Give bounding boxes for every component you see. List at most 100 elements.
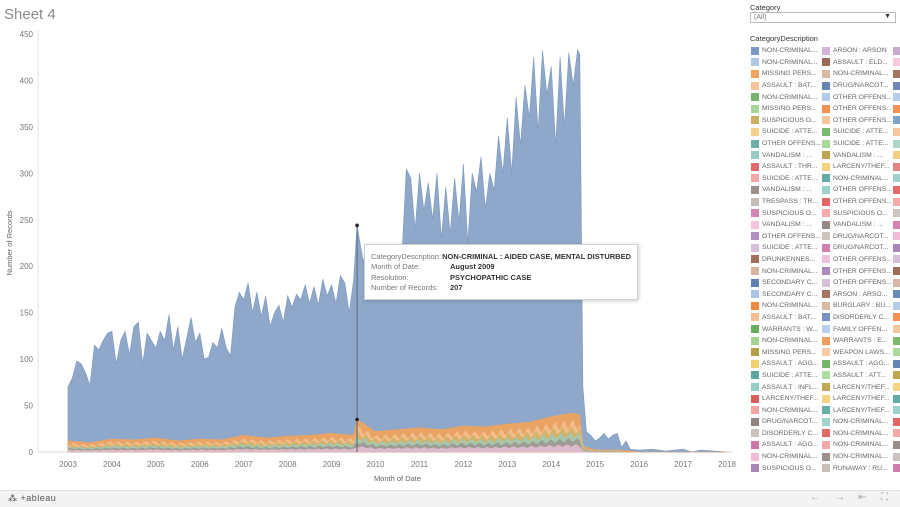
legend-item[interactable]: MISSING PERS... — [751, 104, 822, 113]
legend-item[interactable]: NON-CRIMINAL... — [751, 336, 822, 345]
legend-item[interactable]: OTHER OFFENS... — [751, 232, 822, 241]
legend-item[interactable] — [893, 81, 900, 90]
legend-item[interactable] — [893, 278, 900, 287]
legend-item[interactable]: VANDALISM : ... — [822, 220, 893, 229]
legend-item[interactable] — [893, 429, 900, 438]
legend-item[interactable]: NON-CRIMINAL... — [751, 301, 822, 310]
legend-item[interactable]: LARCENY/THEF... — [822, 394, 893, 403]
legend-item[interactable] — [893, 69, 900, 78]
legend-item[interactable]: SECONDARY C... — [751, 278, 822, 287]
chevron-down-icon[interactable]: ▼ — [884, 13, 891, 20]
legend-item[interactable]: ARSON : ARSO... — [822, 290, 893, 299]
legend-item[interactable]: ASSAULT : AGG... — [822, 359, 893, 368]
legend-item[interactable]: ASSAULT : AGG... — [751, 440, 822, 449]
legend-item[interactable]: SUSPICIOUS O... — [822, 209, 893, 218]
legend-item[interactable]: OTHER OFFENS... — [822, 185, 893, 194]
legend-item[interactable]: NON-CRIMINAL... — [822, 174, 893, 183]
legend-item[interactable]: OTHER OFFENS... — [822, 93, 893, 102]
legend-item[interactable]: DRUG/NARCOT... — [751, 417, 822, 426]
legend-item[interactable]: SUICIDE : ATTE... — [822, 139, 893, 148]
legend-item[interactable] — [893, 267, 900, 276]
legend-item[interactable]: OTHER OFFENS... — [822, 255, 893, 264]
legend-item[interactable]: TRESPASS : TR... — [751, 197, 822, 206]
legend-item[interactable]: OTHER OFFENS... — [751, 139, 822, 148]
legend-item[interactable]: VANDALISM : ... — [822, 151, 893, 160]
legend-item[interactable] — [893, 116, 900, 125]
legend-item[interactable]: WARRANTS : W... — [751, 325, 822, 334]
legend-item[interactable]: ASSAULT : BAT... — [751, 313, 822, 322]
legend-item[interactable]: SUICIDE : ATTE... — [751, 174, 822, 183]
legend-item[interactable] — [893, 255, 900, 264]
legend-item[interactable]: DRUNKENNES... — [751, 255, 822, 264]
fullscreen-button[interactable]: ⛶ — [881, 492, 888, 503]
legend-item[interactable]: RUNAWAY : RU... — [822, 464, 893, 473]
legend-item[interactable] — [893, 58, 900, 67]
legend-item[interactable]: NON-CRIMINAL... — [751, 46, 822, 55]
legend-item[interactable]: SUSPICIOUS O... — [751, 464, 822, 473]
legend-item[interactable]: NON-CRIMINAL... — [822, 417, 893, 426]
legend-item[interactable]: NON-CRIMINAL... — [751, 406, 822, 415]
legend-item[interactable] — [893, 336, 900, 345]
legend-item[interactable]: SUICIDE : ATTE... — [822, 127, 893, 136]
legend-item[interactable] — [893, 139, 900, 148]
legend-item[interactable]: LARCENY/THEF... — [822, 383, 893, 392]
legend-item[interactable]: WARRANTS : E... — [822, 336, 893, 345]
legend-item[interactable]: ASSAULT : ELD... — [822, 58, 893, 67]
legend-item[interactable]: NON-CRIMINAL... — [751, 452, 822, 461]
legend-item[interactable]: NON-CRIMINAL... — [822, 69, 893, 78]
legend-item[interactable]: MISSING PERS... — [751, 348, 822, 357]
legend-item[interactable]: DRUG/NARCOT... — [822, 243, 893, 252]
legend-item[interactable]: OTHER OFFENS... — [822, 116, 893, 125]
legend-item[interactable]: ASSAULT : AGG... — [751, 359, 822, 368]
legend-item[interactable] — [893, 440, 900, 449]
legend-item[interactable] — [893, 406, 900, 415]
legend[interactable]: NON-CRIMINAL... ARSON : ARSON NON-CRIMINAL… — [751, 45, 900, 474]
legend-item[interactable]: SUSPICIOUS O... — [751, 209, 822, 218]
legend-item[interactable]: ASSAULT : ATT... — [822, 371, 893, 380]
legend-item[interactable]: NON-CRIMINAL... — [751, 93, 822, 102]
legend-item[interactable]: DRUG/NARCOT... — [822, 81, 893, 90]
legend-item[interactable]: WEAPON LAWS... — [822, 348, 893, 357]
legend-item[interactable] — [893, 464, 900, 473]
redo-button[interactable]: → — [835, 492, 845, 503]
legend-item[interactable]: DISORDERLY C... — [751, 429, 822, 438]
legend-item[interactable] — [893, 127, 900, 136]
legend-item[interactable]: VANDALISM : ... — [751, 151, 822, 160]
legend-item[interactable] — [893, 46, 900, 55]
legend-item[interactable]: SECONDARY C... — [751, 290, 822, 299]
legend-item[interactable] — [893, 162, 900, 171]
legend-item[interactable]: ASSAULT : THR... — [751, 162, 822, 171]
legend-item[interactable]: NON-CRIMINAL... — [822, 429, 893, 438]
legend-item[interactable]: VANDALISM : ... — [751, 220, 822, 229]
legend-item[interactable] — [893, 220, 900, 229]
undo-button[interactable]: ← — [810, 492, 820, 503]
legend-item[interactable] — [893, 359, 900, 368]
legend-item[interactable]: ARSON : ARSON — [822, 46, 893, 55]
legend-item[interactable]: NON-CRIMINAL... — [751, 58, 822, 67]
legend-item[interactable]: NON-CRIMINAL... — [822, 440, 893, 449]
legend-item[interactable]: FAMILY OFFEN... — [822, 325, 893, 334]
legend-item[interactable] — [893, 452, 900, 461]
legend-item[interactable] — [893, 348, 900, 357]
legend-item[interactable]: OTHER OFFENS... — [822, 104, 893, 113]
legend-item[interactable]: SUICIDE : ATTE... — [751, 127, 822, 136]
legend-item[interactable] — [893, 313, 900, 322]
legend-item[interactable]: ASSAULT : INFL... — [751, 383, 822, 392]
legend-item[interactable]: LARCENY/THEF... — [751, 394, 822, 403]
area-chart[interactable]: 0 50 100 150 200 250 300 350 400 450 2003 2004 2005 2… — [0, 22, 748, 490]
legend-item[interactable] — [893, 371, 900, 380]
legend-item[interactable] — [893, 301, 900, 310]
legend-item[interactable] — [893, 232, 900, 241]
legend-item[interactable] — [893, 93, 900, 102]
legend-item[interactable]: SUICIDE : ATTE... — [751, 243, 822, 252]
legend-item[interactable]: VANDALISM : ... — [751, 185, 822, 194]
legend-item[interactable] — [893, 383, 900, 392]
legend-item[interactable]: NON-CRIMINAL... — [751, 267, 822, 276]
legend-item[interactable] — [893, 209, 900, 218]
legend-item[interactable]: LARCENY/THEF... — [822, 162, 893, 171]
legend-item[interactable] — [893, 174, 900, 183]
legend-item[interactable] — [893, 185, 900, 194]
legend-item[interactable] — [893, 417, 900, 426]
legend-item[interactable] — [893, 104, 900, 113]
legend-item[interactable]: BURGLARY : BU... — [822, 301, 893, 310]
